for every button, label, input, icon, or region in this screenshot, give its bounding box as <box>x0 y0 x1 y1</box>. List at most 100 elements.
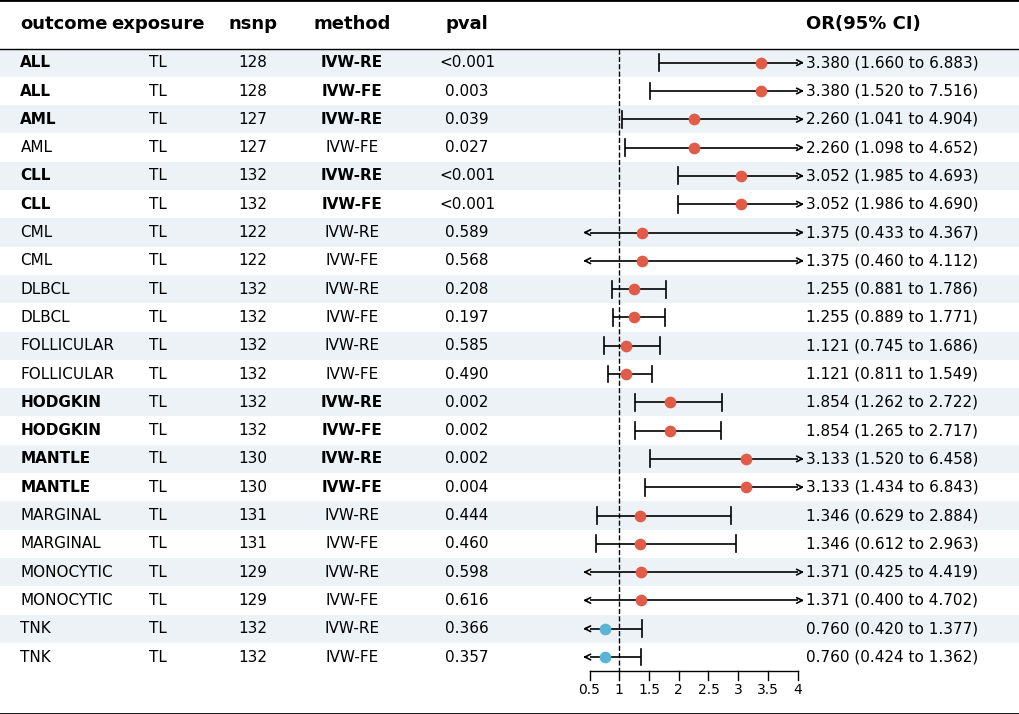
Text: MANTLE: MANTLE <box>20 451 91 466</box>
Text: TL: TL <box>149 253 167 268</box>
Text: TL: TL <box>149 112 167 127</box>
Text: TL: TL <box>149 508 167 523</box>
Text: 2: 2 <box>674 683 683 698</box>
Point <box>733 198 749 210</box>
Text: 132: 132 <box>238 169 267 183</box>
Bar <box>0 162 1019 190</box>
Bar <box>0 275 1019 303</box>
Text: 3.380 (1.520 to 7.516): 3.380 (1.520 to 7.516) <box>805 84 977 99</box>
Text: CML: CML <box>20 253 53 268</box>
Text: 131: 131 <box>238 536 267 551</box>
Text: IVW-FE: IVW-FE <box>325 593 378 608</box>
Point <box>686 114 702 125</box>
Text: IVW-RE: IVW-RE <box>324 338 379 353</box>
Bar <box>0 473 1019 501</box>
Bar <box>0 360 1019 388</box>
Text: 0.002: 0.002 <box>445 423 488 438</box>
Point <box>633 227 649 238</box>
Bar <box>0 530 1019 558</box>
Text: TL: TL <box>149 621 167 636</box>
Text: IVW-RE: IVW-RE <box>321 112 382 127</box>
Text: IVW-FE: IVW-FE <box>325 650 378 665</box>
Text: TL: TL <box>149 565 167 580</box>
Text: HODGKIN: HODGKIN <box>20 395 101 410</box>
Bar <box>0 190 1019 218</box>
Text: TL: TL <box>149 55 167 70</box>
Text: OR(95% CI): OR(95% CI) <box>805 15 920 34</box>
Text: 1.375 (0.433 to 4.367): 1.375 (0.433 to 4.367) <box>805 225 977 240</box>
Text: TL: TL <box>149 338 167 353</box>
Text: TNK: TNK <box>20 650 51 665</box>
Text: 132: 132 <box>238 395 267 410</box>
Bar <box>0 331 1019 360</box>
Text: 3: 3 <box>733 683 742 698</box>
Text: IVW-FE: IVW-FE <box>321 84 382 99</box>
Text: IVW-FE: IVW-FE <box>321 196 382 212</box>
Text: 0.004: 0.004 <box>445 480 488 495</box>
Text: 1.371 (0.425 to 4.419): 1.371 (0.425 to 4.419) <box>805 565 977 580</box>
Text: TL: TL <box>149 423 167 438</box>
Text: ALL: ALL <box>20 84 51 99</box>
Bar <box>0 218 1019 246</box>
Text: CML: CML <box>20 225 53 240</box>
Text: TL: TL <box>149 281 167 296</box>
Bar <box>0 416 1019 445</box>
Text: 132: 132 <box>238 310 267 325</box>
Text: 0.002: 0.002 <box>445 395 488 410</box>
Point <box>733 170 749 181</box>
Text: 0.616: 0.616 <box>445 593 488 608</box>
Text: 129: 129 <box>238 565 267 580</box>
Text: 0.197: 0.197 <box>445 310 488 325</box>
Bar <box>0 643 1019 671</box>
Text: CLL: CLL <box>20 196 51 212</box>
Text: 0.460: 0.460 <box>445 536 488 551</box>
Bar <box>0 105 1019 134</box>
Point <box>626 283 642 295</box>
Text: 122: 122 <box>238 253 267 268</box>
Text: 4: 4 <box>793 683 801 698</box>
Text: 129: 129 <box>238 593 267 608</box>
Point <box>618 340 634 351</box>
Text: 2.5: 2.5 <box>697 683 718 698</box>
Text: TNK: TNK <box>20 621 51 636</box>
Text: MANTLE: MANTLE <box>20 480 91 495</box>
Text: 132: 132 <box>238 423 267 438</box>
Text: 0.002: 0.002 <box>445 451 488 466</box>
Text: TL: TL <box>149 196 167 212</box>
Text: TL: TL <box>149 480 167 495</box>
Text: 130: 130 <box>238 451 267 466</box>
Text: AML: AML <box>20 140 52 155</box>
Text: 3.380 (1.660 to 6.883): 3.380 (1.660 to 6.883) <box>805 55 977 70</box>
Text: IVW-RE: IVW-RE <box>324 281 379 296</box>
Text: TL: TL <box>149 140 167 155</box>
Text: 1.121 (0.811 to 1.549): 1.121 (0.811 to 1.549) <box>805 366 977 381</box>
Text: IVW-RE: IVW-RE <box>321 451 382 466</box>
Text: HODGKIN: HODGKIN <box>20 423 101 438</box>
Text: 1.255 (0.881 to 1.786): 1.255 (0.881 to 1.786) <box>805 281 977 296</box>
Text: 0.366: 0.366 <box>445 621 488 636</box>
Text: 0.357: 0.357 <box>445 650 488 665</box>
Bar <box>0 77 1019 105</box>
Text: IVW-FE: IVW-FE <box>321 480 382 495</box>
Text: 1.346 (0.612 to 2.963): 1.346 (0.612 to 2.963) <box>805 536 977 551</box>
Text: 3.133 (1.434 to 6.843): 3.133 (1.434 to 6.843) <box>805 480 977 495</box>
Text: 1.375 (0.460 to 4.112): 1.375 (0.460 to 4.112) <box>805 253 977 268</box>
Point <box>752 57 768 69</box>
Text: method: method <box>313 15 390 34</box>
Text: 1.255 (0.889 to 1.771): 1.255 (0.889 to 1.771) <box>805 310 977 325</box>
Text: IVW-RE: IVW-RE <box>321 55 382 70</box>
Text: IVW-FE: IVW-FE <box>325 310 378 325</box>
Text: 1: 1 <box>614 683 623 698</box>
Point <box>633 566 649 578</box>
Text: 127: 127 <box>238 140 267 155</box>
Text: TL: TL <box>149 310 167 325</box>
Point <box>737 453 753 465</box>
Text: 0.589: 0.589 <box>445 225 488 240</box>
Text: IVW-RE: IVW-RE <box>324 621 379 636</box>
Text: 0.003: 0.003 <box>445 84 488 99</box>
Point <box>633 255 649 266</box>
Text: nsnp: nsnp <box>228 15 277 34</box>
Text: IVW-RE: IVW-RE <box>324 225 379 240</box>
Text: <0.001: <0.001 <box>438 196 495 212</box>
Text: 0.568: 0.568 <box>445 253 488 268</box>
